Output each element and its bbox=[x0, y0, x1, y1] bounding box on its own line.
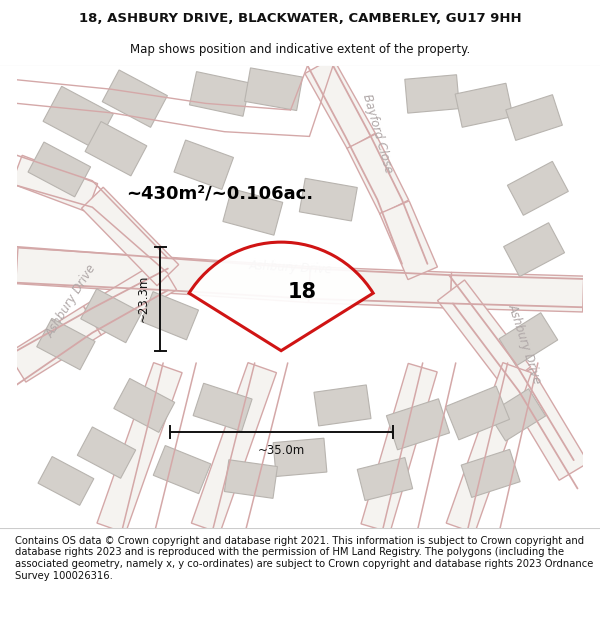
Polygon shape bbox=[299, 178, 357, 221]
Polygon shape bbox=[357, 458, 413, 501]
Polygon shape bbox=[85, 121, 147, 176]
Polygon shape bbox=[361, 363, 437, 532]
Polygon shape bbox=[273, 438, 327, 476]
Polygon shape bbox=[503, 222, 565, 277]
Polygon shape bbox=[405, 75, 460, 113]
Polygon shape bbox=[488, 389, 545, 441]
Polygon shape bbox=[97, 362, 182, 533]
Polygon shape bbox=[153, 446, 211, 494]
Polygon shape bbox=[38, 456, 94, 506]
Polygon shape bbox=[190, 72, 250, 116]
Polygon shape bbox=[193, 383, 252, 431]
Text: 18: 18 bbox=[287, 282, 316, 302]
Polygon shape bbox=[461, 449, 520, 498]
Polygon shape bbox=[380, 201, 437, 279]
Polygon shape bbox=[77, 427, 136, 478]
Polygon shape bbox=[43, 86, 113, 149]
Text: Map shows position and indicative extent of the property.: Map shows position and indicative extent… bbox=[130, 42, 470, 56]
Text: Contains OS data © Crown copyright and database right 2021. This information is : Contains OS data © Crown copyright and d… bbox=[15, 536, 593, 581]
Polygon shape bbox=[28, 142, 91, 197]
Polygon shape bbox=[245, 68, 302, 111]
Polygon shape bbox=[224, 460, 277, 498]
Polygon shape bbox=[16, 248, 169, 293]
Text: Bayford Close: Bayford Close bbox=[360, 92, 395, 175]
Polygon shape bbox=[499, 312, 558, 366]
Text: Ashbury Drive: Ashbury Drive bbox=[44, 262, 99, 341]
Polygon shape bbox=[191, 362, 277, 533]
Polygon shape bbox=[8, 306, 101, 382]
Polygon shape bbox=[455, 83, 513, 127]
Polygon shape bbox=[451, 272, 584, 312]
Polygon shape bbox=[37, 318, 95, 370]
Polygon shape bbox=[114, 379, 175, 432]
Polygon shape bbox=[309, 267, 452, 308]
Polygon shape bbox=[223, 189, 283, 235]
Polygon shape bbox=[506, 95, 562, 141]
Polygon shape bbox=[102, 70, 167, 128]
Polygon shape bbox=[174, 140, 233, 189]
Text: Ashbury Drive: Ashbury Drive bbox=[506, 302, 544, 386]
Polygon shape bbox=[83, 261, 176, 335]
Text: ~35.0m: ~35.0m bbox=[257, 444, 305, 458]
Text: ~430m²/~0.106ac.: ~430m²/~0.106ac. bbox=[126, 184, 313, 202]
Text: Ashbury Drive: Ashbury Drive bbox=[248, 259, 332, 276]
Polygon shape bbox=[167, 258, 311, 302]
Polygon shape bbox=[446, 362, 532, 533]
Wedge shape bbox=[189, 242, 373, 351]
Polygon shape bbox=[82, 188, 179, 286]
Polygon shape bbox=[81, 289, 142, 342]
Polygon shape bbox=[141, 292, 199, 340]
Polygon shape bbox=[508, 161, 568, 215]
Polygon shape bbox=[445, 386, 509, 440]
Polygon shape bbox=[437, 280, 530, 388]
Polygon shape bbox=[347, 134, 409, 214]
Polygon shape bbox=[305, 58, 376, 149]
Polygon shape bbox=[314, 385, 371, 426]
Text: 18, ASHBURY DRIVE, BLACKWATER, CAMBERLEY, GU17 9HH: 18, ASHBURY DRIVE, BLACKWATER, CAMBERLEY… bbox=[79, 12, 521, 25]
Polygon shape bbox=[386, 399, 449, 450]
Polygon shape bbox=[11, 155, 98, 212]
Polygon shape bbox=[503, 368, 588, 480]
Text: ~23.3m: ~23.3m bbox=[137, 275, 150, 322]
